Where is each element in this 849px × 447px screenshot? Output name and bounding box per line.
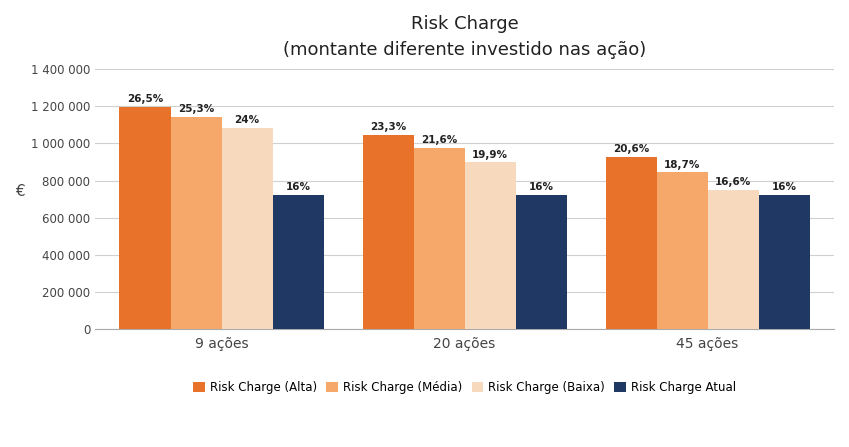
Bar <box>464 162 515 329</box>
Bar <box>759 195 810 329</box>
Bar <box>222 128 273 329</box>
Title: Risk Charge
(montante diferente investido nas ação): Risk Charge (montante diferente investid… <box>283 15 646 59</box>
Text: 16%: 16% <box>772 182 796 192</box>
Bar <box>120 107 171 329</box>
Text: 23,3%: 23,3% <box>370 122 406 132</box>
Legend: Risk Charge (Alta), Risk Charge (Média), Risk Charge (Baixa), Risk Charge Atual: Risk Charge (Alta), Risk Charge (Média),… <box>194 381 736 394</box>
Y-axis label: €: € <box>15 184 25 199</box>
Text: 25,3%: 25,3% <box>178 104 214 114</box>
Text: 21,6%: 21,6% <box>421 135 457 145</box>
Text: 16%: 16% <box>285 182 311 192</box>
Bar <box>413 148 464 329</box>
Text: 16%: 16% <box>529 182 554 192</box>
Text: 24%: 24% <box>234 115 260 125</box>
Text: 18,7%: 18,7% <box>664 160 700 169</box>
Text: 16,6%: 16,6% <box>715 177 751 187</box>
Bar <box>515 195 566 329</box>
Bar <box>363 135 413 329</box>
Text: 19,9%: 19,9% <box>472 150 508 160</box>
Bar <box>656 173 707 329</box>
Bar <box>707 190 759 329</box>
Bar <box>171 117 222 329</box>
Bar <box>273 195 323 329</box>
Bar <box>605 157 656 329</box>
Text: 26,5%: 26,5% <box>127 94 163 104</box>
Text: 20,6%: 20,6% <box>613 144 649 154</box>
